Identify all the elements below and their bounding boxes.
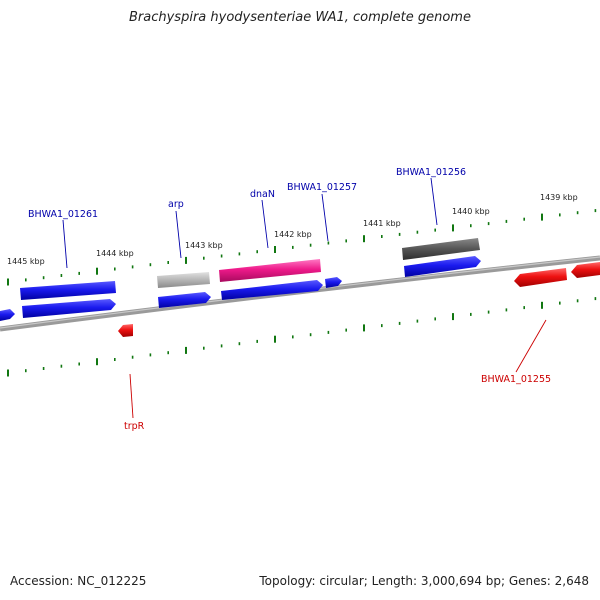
genome-summary-text: Topology: circular; Length: 3,000,694 bp… [259,574,589,588]
gene-feature-bhwa1-01261-upper[interactable] [20,281,116,300]
genome-title: Brachyspira hyodysenteriae WA1, complete… [129,10,471,25]
gene-arrow-trpr[interactable] [118,324,133,337]
gene-arrow-bhwa1-01256[interactable] [404,256,481,277]
leader-line-bhwa1-01255 [515,319,547,373]
scale-label-1441-kbp: 1441 kbp [363,219,401,228]
leader-line-arp [175,210,182,259]
leader-line-dnan [261,199,269,249]
gene-arrow-arp[interactable] [158,292,211,308]
leader-line-bhwa1-01261 [62,219,68,269]
scale-label-1439-kbp: 1439 kbp [540,193,578,202]
gene-label-arp[interactable]: arp [168,199,184,210]
scale-label-1443-kbp: 1443 kbp [185,241,223,250]
gene-arrow-right-edge[interactable] [571,262,600,278]
gene-label-trpr[interactable]: trpR [124,421,145,432]
lower-scale-ticks [7,297,597,377]
accession-text: Accession: NC_012225 [10,574,147,588]
scale-label-1440-kbp: 1440 kbp [452,207,490,216]
gene-feature-dnan-upper[interactable] [219,259,321,282]
scale-label-1442-kbp: 1442 kbp [274,230,312,239]
gene-label-bhwa1-01257[interactable]: BHWA1_01257 [287,182,357,193]
gene-arrow-left-edge[interactable] [0,309,15,321]
gene-arrow-dnan[interactable] [221,280,323,300]
leader-line-trpr [129,373,134,419]
gene-arrow-bhwa1-01255[interactable] [514,268,567,287]
gene-arrow-bhwa1-01257[interactable] [325,277,342,288]
gene-label-bhwa1-01256[interactable]: BHWA1_01256 [396,167,466,178]
gene-feature-bhwa1-01256-upper[interactable] [402,238,480,260]
scale-label-1444-kbp: 1444 kbp [96,249,134,258]
leader-line-bhwa1-01256 [430,177,438,226]
gene-label-bhwa1-01255[interactable]: BHWA1_01255 [481,374,551,385]
gene-label-dnan[interactable]: dnaN [250,189,275,200]
leader-line-bhwa1-01257 [321,193,329,242]
gene-arrow-bhwa1-01261[interactable] [22,299,116,318]
gene-feature-arp-upper[interactable] [157,272,210,288]
upper-scale-ticks [7,209,597,286]
gene-label-bhwa1-01261[interactable]: BHWA1_01261 [28,209,98,220]
scale-label-1445-kbp: 1445 kbp [7,257,45,266]
